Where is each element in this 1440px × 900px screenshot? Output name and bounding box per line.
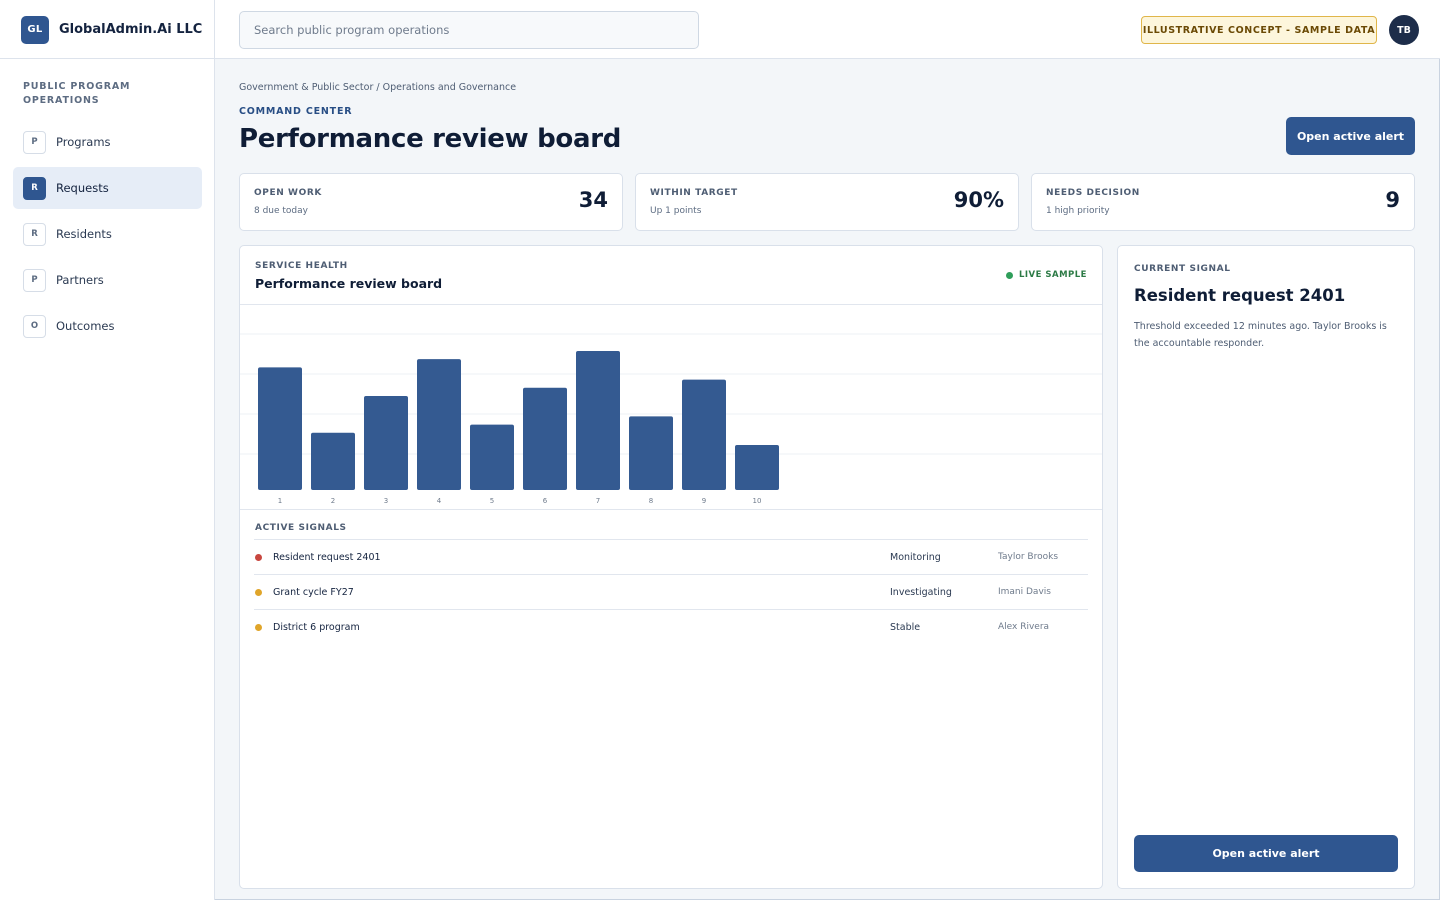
- sidebar-item-label: Partners: [56, 273, 104, 287]
- page-title: Performance review board: [239, 124, 622, 154]
- kpi-value: 9: [1385, 188, 1400, 212]
- sidebar-item-label: Programs: [56, 135, 111, 149]
- panel-title: Performance review board: [255, 276, 443, 291]
- sidebar-item-requests[interactable]: R Requests: [13, 167, 202, 209]
- kpi-subtext: 8 due today: [254, 206, 308, 216]
- chart-tick-label: 4: [437, 497, 442, 505]
- kpi-value: 34: [578, 188, 608, 212]
- signal-status: Stable: [890, 621, 921, 633]
- outcomes-letter-icon: O: [23, 314, 46, 338]
- sidebar-item-label: Residents: [56, 227, 112, 241]
- live-sample-label: LIVE SAMPLE: [1018, 270, 1087, 280]
- status-dot-icon: [255, 553, 262, 561]
- live-sample-indicator: LIVE SAMPLE: [1005, 270, 1087, 280]
- chart-bar[interactable]: [364, 395, 408, 490]
- signal-status: Investigating: [890, 586, 952, 598]
- brand-logo: GL: [21, 15, 49, 44]
- signals-heading: ACTIVE SIGNALS: [255, 523, 347, 533]
- chart-bar[interactable]: [682, 379, 726, 490]
- side-description: Threshold exceeded 12 minutes ago. Taylo…: [1134, 321, 1387, 349]
- chart-tick-label: 10: [753, 497, 762, 505]
- bar-chart: 1 2 3 4 5 6 7 8 9 10: [240, 333, 1102, 505]
- chart-bar[interactable]: [576, 350, 620, 490]
- chart-bar[interactable]: [629, 416, 673, 490]
- sidebar-item-label: Outcomes: [56, 319, 115, 333]
- signal-owner: Taylor Brooks: [998, 552, 1059, 562]
- sample-data-badge: ILLUSTRATIVE CONCEPT - SAMPLE DATA: [1141, 16, 1377, 44]
- section-eyebrow: COMMAND CENTER: [239, 106, 353, 117]
- sidebar-item-label: Requests: [56, 181, 109, 195]
- sidebar: PUBLIC PROGRAM OPERATIONS P Programs R R…: [0, 59, 215, 900]
- chart-bar[interactable]: [523, 387, 567, 490]
- service-health-panel: SERVICE HEALTH Performance review board …: [239, 245, 1103, 889]
- kpi-card-within-target: WITHIN TARGET Up 1 points 90%: [635, 173, 1019, 231]
- signal-owner: Alex Rivera: [998, 622, 1050, 632]
- chart-bar[interactable]: [735, 445, 779, 490]
- chart-tick-label: 1: [278, 497, 282, 505]
- chart-bar[interactable]: [258, 367, 302, 490]
- kpi-label: NEEDS DECISION: [1046, 188, 1140, 198]
- chart-tick-label: 5: [490, 497, 494, 505]
- brand[interactable]: GL GlobalAdmin.Ai LLC: [0, 0, 215, 59]
- status-dot-icon: [255, 588, 262, 596]
- residents-letter-icon: R: [23, 222, 46, 246]
- live-dot-icon: [1005, 271, 1013, 279]
- kpi-card-needs-decision: NEEDS DECISION 1 high priority 9: [1031, 173, 1415, 231]
- requests-letter-icon: R: [23, 176, 46, 200]
- kpi-value: 90%: [953, 188, 1004, 212]
- kpi-card-open-work: OPEN WORK 8 due today 34: [239, 173, 623, 231]
- sidebar-heading: PUBLIC PROGRAM OPERATIONS: [23, 81, 131, 106]
- signal-name: District 6 program: [273, 621, 360, 633]
- side-eyebrow: CURRENT SIGNAL: [1134, 264, 1231, 274]
- partners-letter-icon: P: [23, 268, 46, 292]
- user-avatar[interactable]: TB: [1389, 15, 1419, 45]
- kpi-subtext: 1 high priority: [1046, 206, 1110, 216]
- search-input[interactable]: [239, 11, 699, 49]
- panel-eyebrow: SERVICE HEALTH: [255, 261, 348, 271]
- signal-owner: Imani Davis: [998, 587, 1051, 597]
- signal-status: Monitoring: [890, 551, 941, 563]
- chart-tick-label: 2: [331, 497, 335, 505]
- top-bar: GL GlobalAdmin.Ai LLC ILLUSTRATIVE CONCE…: [0, 0, 1440, 59]
- open-active-alert-button[interactable]: Open active alert: [1286, 117, 1415, 155]
- sidebar-item-residents[interactable]: R Residents: [13, 213, 202, 255]
- signal-row[interactable]: District 6 program Stable Alex Rivera: [254, 609, 1088, 644]
- programs-letter-icon: P: [23, 130, 46, 154]
- signal-row[interactable]: Grant cycle FY27 Investigating Imani Dav…: [254, 574, 1088, 609]
- brand-name: GlobalAdmin.Ai LLC: [59, 22, 203, 37]
- chart-bar[interactable]: [311, 432, 355, 490]
- signal-name: Resident request 2401: [273, 551, 381, 563]
- panel-divider: [240, 304, 1102, 305]
- chart-bar[interactable]: [470, 424, 514, 490]
- breadcrumb[interactable]: Government & Public Sector / Operations …: [239, 82, 517, 93]
- status-dot-icon: [255, 623, 262, 631]
- signal-name: Grant cycle FY27: [273, 586, 354, 598]
- chart-tick-label: 8: [649, 497, 653, 505]
- sidebar-item-partners[interactable]: P Partners: [13, 259, 202, 301]
- chart-bar[interactable]: [417, 359, 461, 490]
- chart-tick-label: 3: [384, 497, 388, 505]
- chart-divider: [240, 509, 1102, 510]
- chart-tick-label: 7: [596, 497, 600, 505]
- chart-tick-label: 9: [702, 497, 706, 505]
- kpi-label: OPEN WORK: [254, 188, 322, 198]
- kpi-subtext: Up 1 points: [650, 206, 702, 216]
- sidebar-item-outcomes[interactable]: O Outcomes: [13, 305, 202, 347]
- side-title: Resident request 2401: [1134, 286, 1346, 305]
- kpi-label: WITHIN TARGET: [650, 188, 738, 198]
- sidebar-item-programs[interactable]: P Programs: [13, 121, 202, 163]
- signal-row[interactable]: Resident request 2401 Monitoring Taylor …: [254, 539, 1088, 574]
- chart-tick-label: 6: [543, 497, 548, 505]
- current-signal-panel: CURRENT SIGNAL Resident request 2401 Thr…: [1117, 245, 1415, 889]
- side-open-active-alert-button[interactable]: Open active alert: [1134, 835, 1398, 872]
